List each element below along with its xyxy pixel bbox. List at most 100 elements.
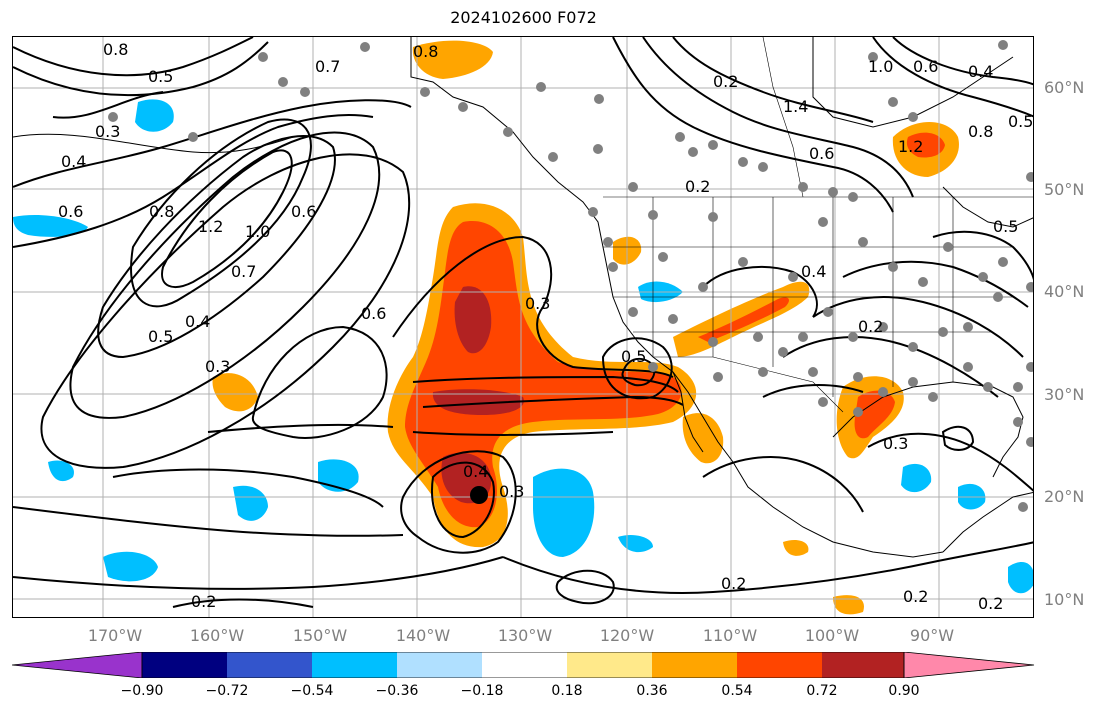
colorbar-segment: [397, 652, 482, 678]
contour-label: 1.4: [783, 97, 808, 116]
contour-label: 0.8: [413, 42, 438, 61]
shade-darkred-1: [454, 286, 492, 354]
contour-label: 0.3: [499, 482, 524, 501]
contour-label: 0.4: [968, 62, 993, 81]
shade-redorange-rockies: [698, 297, 789, 342]
shade-blue-11: [1008, 562, 1033, 594]
colorbar-tick: −0.18: [460, 683, 504, 699]
colorbar-extend-high: [903, 652, 1035, 678]
colorbar-tick: −0.54: [290, 683, 334, 699]
colorbar-tick: 0.36: [636, 683, 668, 699]
colorbar-segment: [227, 652, 312, 678]
colorbar-tick: −0.36: [375, 683, 419, 699]
lat-label: 10°N: [1044, 590, 1085, 609]
contour-label: 0.5: [993, 217, 1018, 236]
lon-label: 130°W: [497, 626, 553, 645]
political-borders: [603, 37, 1033, 413]
contour-label: 0.4: [185, 312, 210, 331]
lon-label: 150°W: [292, 626, 348, 645]
contour-label: 0.3: [205, 357, 230, 376]
contour-label: 0.3: [883, 434, 908, 453]
contour-label: 1.2: [198, 217, 223, 236]
contour-label: 0.2: [191, 592, 216, 611]
contour-label: 0.7: [315, 57, 340, 76]
colorbar-tick: 0.18: [551, 683, 583, 699]
contour-label: 0.6: [361, 304, 386, 323]
plot-title: 2024102600 F072: [450, 8, 597, 27]
colorbar-extend-low: [12, 652, 143, 678]
lat-label: 60°N: [1044, 78, 1085, 97]
lon-label: 170°W: [87, 626, 143, 645]
shade-blue-3: [135, 99, 174, 132]
colorbar-segment: [482, 652, 567, 678]
contour-label: 1.0: [245, 222, 270, 241]
shade-blue-12: [48, 460, 74, 482]
contour-label: 0.2: [685, 177, 710, 196]
contour-label: 0.3: [525, 294, 550, 313]
shade-orange-pac1: [212, 373, 258, 412]
contour-label: 0.7: [231, 262, 256, 281]
lon-label: 120°W: [599, 626, 655, 645]
colorbar-tick: −0.72: [205, 683, 249, 699]
colorbar-segment: [567, 652, 652, 678]
contour-label: 0.4: [463, 462, 488, 481]
contour-label: 1.2: [898, 137, 923, 156]
shade-blue-1: [533, 468, 595, 557]
shade-blue-5: [103, 551, 158, 582]
colorbar: [12, 652, 1035, 678]
contour-lines: [13, 37, 1033, 608]
shade-darkred-2: [432, 389, 524, 415]
contour-label: 0.2: [903, 587, 928, 606]
contour-label: 0.2: [721, 574, 746, 593]
shade-orange-alaska: [412, 40, 493, 79]
contour-label: 0.6: [58, 202, 83, 221]
lon-label: 90°W: [909, 626, 955, 645]
colorbar-tick: 0.90: [888, 683, 920, 699]
contour-label: 0.6: [913, 57, 938, 76]
shade-orange-se: [833, 595, 864, 615]
colorbar-segment: [142, 652, 227, 678]
lat-label: 30°N: [1044, 385, 1085, 404]
shade-blue-10: [618, 535, 653, 553]
contour-label: 1.0: [868, 57, 893, 76]
contour-label: 0.6: [291, 202, 316, 221]
lat-label: 40°N: [1044, 282, 1085, 301]
shade-orange-sw: [783, 540, 809, 556]
shade-redorange-quebec: [906, 132, 945, 158]
contour-labels: 0.8 0.8 0.7 0.5 0.3 0.4 0.6 0.8 1.2 1.0 …: [58, 40, 1033, 613]
contour-label: 0.2: [858, 317, 883, 336]
colorbar-segment: [822, 652, 904, 678]
shade-redorange-gulf: [854, 390, 895, 439]
lat-label: 50°N: [1044, 180, 1085, 199]
contour-label: 0.8: [103, 40, 128, 59]
station-markers: [108, 40, 1033, 512]
lon-label: 160°W: [189, 626, 245, 645]
contour-label: 0.6: [809, 144, 834, 163]
contour-label: 0.5: [621, 347, 646, 366]
colorbar-segment: [652, 652, 737, 678]
contour-label: 0.5: [148, 67, 173, 86]
contour-label: 0.2: [978, 594, 1003, 613]
contour-label: 0.4: [61, 152, 86, 171]
contour-label: 0.2: [713, 72, 738, 91]
contour-label: 0.4: [801, 262, 826, 281]
storm-center-marker: [470, 486, 488, 504]
shade-blue-2: [318, 459, 359, 492]
lat-label: 20°N: [1044, 487, 1085, 506]
contour-label: 0.8: [149, 202, 174, 221]
lon-label: 140°W: [395, 626, 451, 645]
colorbar-segment: [737, 652, 822, 678]
map-panel: 0.8 0.8 0.7 0.5 0.3 0.4 0.6 0.8 1.2 1.0 …: [12, 36, 1034, 618]
contour-label: 0.5: [148, 327, 173, 346]
shade-blue-6: [233, 485, 268, 521]
colorbar-tick: −0.90: [120, 683, 164, 699]
map-svg: 0.8 0.8 0.7 0.5 0.3 0.4 0.6 0.8 1.2 1.0 …: [13, 37, 1033, 617]
contour-label: 0.8: [968, 122, 993, 141]
shade-blue-7: [901, 463, 932, 493]
lon-label: 110°W: [702, 626, 758, 645]
colorbar-tick: 0.54: [721, 683, 753, 699]
contour-label: 0.3: [95, 122, 120, 141]
lon-label: 100°W: [804, 626, 860, 645]
coastlines: [13, 37, 1033, 558]
shade-blue-4: [13, 215, 88, 237]
